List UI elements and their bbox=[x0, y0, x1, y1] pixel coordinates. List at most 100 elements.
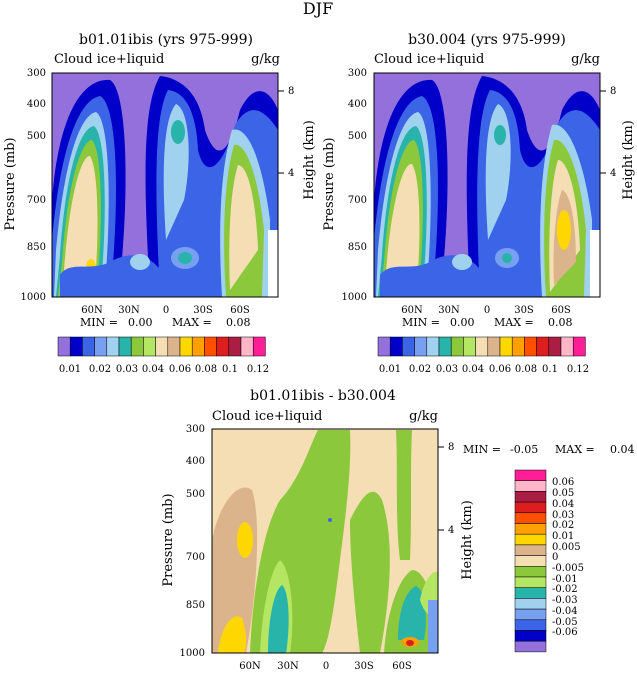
panel-1-ptick-850: 850 bbox=[27, 242, 46, 253]
panel-1-max-value: 0.08 bbox=[226, 316, 251, 329]
colorbar-box bbox=[402, 336, 415, 357]
panel-3-cb-label-m0.01: -0.01 bbox=[552, 574, 578, 585]
colorbar-box bbox=[228, 336, 242, 357]
panel-1-lat-30n: 30N bbox=[118, 305, 140, 316]
panel-2-ptick-300: 300 bbox=[348, 68, 367, 79]
panel-1-cb-label-0.02: 0.02 bbox=[89, 364, 111, 375]
panel-1-ylabel-right: Height (km) bbox=[302, 120, 317, 200]
panel-3-ptick-500: 500 bbox=[186, 489, 205, 500]
panel-1-cb-label-0.1: 0.1 bbox=[222, 364, 238, 375]
colorbar-box bbox=[514, 480, 547, 492]
panel-3-lat-ticks: 60N 30N 0 30S 60S bbox=[239, 661, 412, 672]
panel-1-ptick-500: 500 bbox=[27, 131, 46, 142]
colorbar-box bbox=[155, 336, 169, 357]
panel-2-title: b30.004 (yrs 975-999) bbox=[408, 32, 566, 48]
panel-3-cb-label-0: 0 bbox=[552, 552, 558, 563]
panel-1-plot bbox=[51, 72, 279, 298]
colorbar-box bbox=[511, 336, 525, 357]
panel-3-ptick-300: 300 bbox=[186, 424, 205, 435]
panel-3-lat-30n: 30N bbox=[277, 661, 299, 672]
colorbar-box bbox=[130, 336, 144, 357]
panel-3-lat-60s: 60S bbox=[392, 661, 412, 672]
panel-2-cb-label-0.08: 0.08 bbox=[515, 364, 537, 375]
colorbar-box bbox=[216, 336, 230, 357]
panel-2-cb-label-0.04: 0.04 bbox=[462, 364, 484, 375]
panel-2-pressure-ticks: 300 400 500 700 850 1000 bbox=[342, 68, 367, 303]
colorbar-box bbox=[514, 533, 547, 546]
panel-2-ptick-400: 400 bbox=[348, 99, 367, 110]
colorbar-box bbox=[499, 336, 513, 357]
colorbar-box bbox=[536, 336, 550, 357]
panel-3-units: g/kg bbox=[409, 409, 438, 424]
panel-2-ylabel-right: Height (km) bbox=[621, 120, 636, 200]
page-title: DJF bbox=[303, 0, 333, 18]
panel-3-cb-label-0.02: 0.02 bbox=[552, 520, 574, 531]
colorbar-box bbox=[572, 336, 586, 357]
colorbar-box bbox=[514, 630, 547, 642]
panel-3-variable: Cloud ice+liquid bbox=[212, 409, 322, 424]
colorbar-box bbox=[514, 469, 547, 481]
panel-2-cb-label-0.02: 0.02 bbox=[409, 364, 431, 375]
panel-3-ylabel: Pressure (mb) bbox=[161, 493, 176, 586]
colorbar-box bbox=[94, 336, 108, 357]
panel-1-htick-8: 8 bbox=[288, 86, 294, 97]
colorbar-box bbox=[514, 576, 547, 588]
colorbar-box bbox=[514, 501, 547, 514]
colorbar-box bbox=[514, 523, 547, 535]
panel-3-cb-label-m0.06: -0.06 bbox=[552, 627, 578, 638]
colorbar-box bbox=[426, 336, 440, 357]
colorbar-box bbox=[252, 336, 266, 357]
colorbar-box bbox=[82, 336, 95, 357]
panel-2-variable: Cloud ice+liquid bbox=[374, 52, 484, 67]
colorbar-box bbox=[524, 336, 537, 357]
panel-3-htick-8: 8 bbox=[448, 442, 454, 453]
panel-2-lat-30s: 30S bbox=[514, 305, 534, 316]
colorbar-box bbox=[548, 336, 562, 357]
colorbar-box bbox=[389, 336, 403, 357]
panel-1-variable: Cloud ice+liquid bbox=[54, 52, 164, 67]
panel-1-lat-60n: 60N bbox=[81, 305, 103, 316]
colorbar-box bbox=[514, 608, 547, 621]
panel-1-max-label: MAX = bbox=[172, 316, 212, 329]
panel-3-pressure-ticks: 300 400 500 700 850 1000 bbox=[180, 424, 205, 659]
panel-1-lat-60s: 60S bbox=[230, 305, 250, 316]
panel-1-pressure-ticks: 300 400 500 700 850 1000 bbox=[21, 68, 46, 303]
panel-1-lat-0: 0 bbox=[163, 305, 169, 316]
panel-3-cb-label-0.05: 0.05 bbox=[552, 488, 574, 499]
panel-3-cb-label-0.005: 0.005 bbox=[552, 542, 581, 553]
panel-2-htick-4: 4 bbox=[610, 168, 616, 179]
colorbar-box bbox=[57, 336, 71, 357]
panel-1-title: b01.01ibis (yrs 975-999) bbox=[79, 32, 253, 48]
colorbar-box bbox=[69, 336, 83, 357]
panel-2-ylabel: Pressure (mb) bbox=[322, 137, 337, 230]
colorbar-box bbox=[179, 336, 193, 357]
colorbar-box bbox=[560, 336, 574, 357]
colorbar-box bbox=[438, 336, 452, 357]
panel-1-cb-label-0.03: 0.03 bbox=[116, 364, 138, 375]
panel-1-cb-label-0.08: 0.08 bbox=[195, 364, 217, 375]
colorbar-box bbox=[106, 336, 120, 357]
panel-1-cb-label-0.01: 0.01 bbox=[59, 364, 81, 375]
panel-2-cb-label-0.01: 0.01 bbox=[379, 364, 401, 375]
panel-3-ptick-700: 700 bbox=[186, 552, 205, 563]
panel-3-ptick-1000: 1000 bbox=[180, 648, 205, 659]
panel-2-lat-30n: 30N bbox=[438, 305, 460, 316]
panel-2-htick-8: 8 bbox=[610, 86, 616, 97]
panel-2-ptick-1000: 1000 bbox=[342, 292, 367, 303]
panel-2-colorbar: 0.01 0.02 0.03 0.04 0.06 0.08 0.1 0.12 bbox=[377, 336, 589, 375]
colorbar-box bbox=[240, 336, 254, 357]
panel-3-cb-label-m0.04: -0.04 bbox=[552, 606, 578, 617]
colorbar-box bbox=[514, 640, 547, 653]
panel-2-minmax: MIN = 0.00 MAX = 0.08 bbox=[402, 316, 573, 329]
panel-2-ptick-500: 500 bbox=[348, 131, 367, 142]
panel-3: b01.01ibis - b30.004 Cloud ice+liquid g/… bbox=[161, 388, 635, 672]
panel-2-lat-0: 0 bbox=[484, 305, 490, 316]
panel-1-colorbar: 0.01 0.02 0.03 0.04 0.06 0.08 0.1 0.12 bbox=[57, 336, 269, 375]
panel-2-ptick-850: 850 bbox=[348, 242, 367, 253]
panel-1-ptick-300: 300 bbox=[27, 68, 46, 79]
panel-2-cb-label-0.12: 0.12 bbox=[567, 364, 589, 375]
colorbar-box bbox=[118, 336, 132, 357]
panel-3-ptick-850: 850 bbox=[186, 600, 205, 611]
colorbar-box bbox=[167, 336, 181, 357]
